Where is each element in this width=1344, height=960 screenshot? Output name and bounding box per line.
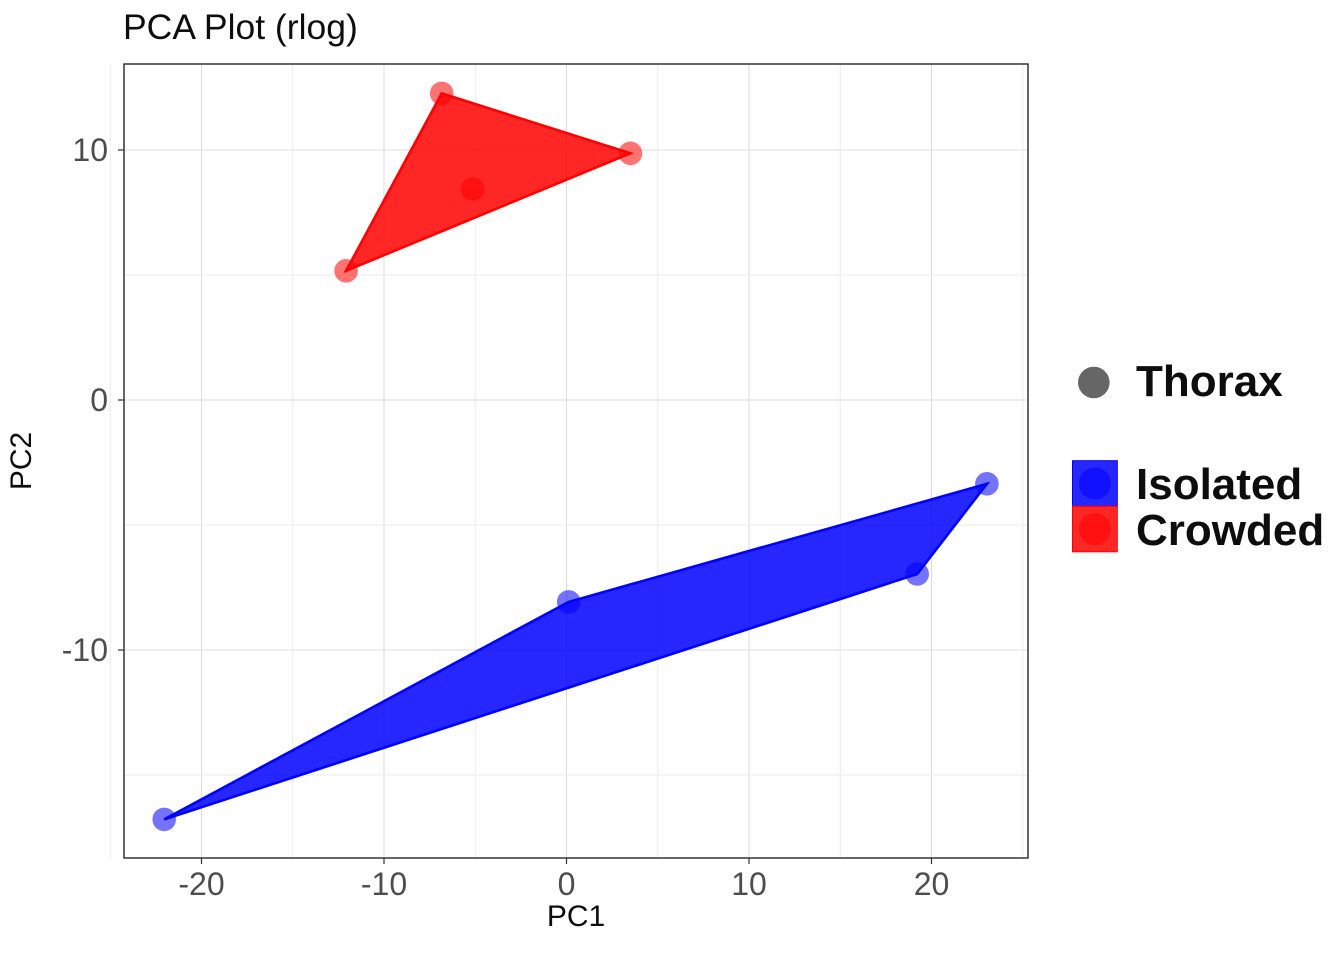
svg-text:20: 20 bbox=[914, 866, 950, 902]
svg-text:10: 10 bbox=[731, 866, 767, 902]
svg-text:-10: -10 bbox=[62, 632, 108, 668]
svg-text:0: 0 bbox=[558, 866, 576, 902]
svg-text:10: 10 bbox=[72, 132, 108, 168]
svg-text:-10: -10 bbox=[361, 866, 407, 902]
svg-text:-20: -20 bbox=[178, 866, 224, 902]
svg-text:PC2: PC2 bbox=[5, 432, 38, 490]
svg-text:Thorax: Thorax bbox=[1136, 357, 1283, 406]
svg-text:Isolated: Isolated bbox=[1136, 460, 1302, 509]
svg-text:0: 0 bbox=[90, 382, 108, 418]
svg-text:Crowded: Crowded bbox=[1136, 506, 1324, 555]
